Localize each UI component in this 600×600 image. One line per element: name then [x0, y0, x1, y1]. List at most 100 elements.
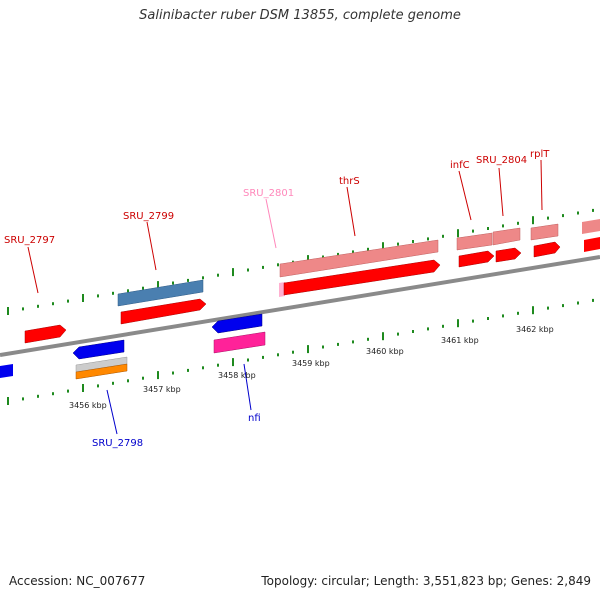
minor-tick	[517, 221, 519, 225]
feature-infc-cds[interactable]	[458, 250, 495, 268]
minor-tick	[37, 394, 39, 398]
scale-label: 3462 kbp	[516, 325, 554, 334]
leader-sru2804	[498, 167, 504, 217]
map-title: Salinibacter ruber DSM 13855, complete g…	[139, 8, 461, 23]
scale-label: 3461 kbp	[441, 336, 479, 345]
label-infc: infC	[450, 160, 470, 171]
label-nfi: nfi	[248, 413, 261, 424]
major-tick	[232, 268, 234, 277]
feature-rplt-cds[interactable]	[533, 241, 561, 258]
minor-tick	[502, 224, 504, 228]
minor-tick	[262, 355, 264, 359]
feature-nfi-cds[interactable]	[211, 313, 263, 334]
feature-sru2798-orange[interactable]	[75, 363, 128, 380]
feature-sru2797-cds[interactable]	[24, 324, 67, 344]
minor-tick	[202, 366, 204, 370]
accession-text: Accession: NC_007677	[9, 574, 146, 588]
minor-tick	[472, 319, 474, 323]
major-tick	[7, 307, 9, 315]
minor-tick	[142, 286, 144, 290]
leader-infc	[458, 170, 472, 221]
feature-rplt-gene[interactable]	[530, 223, 559, 241]
lower-tick-row	[7, 298, 594, 405]
major-tick	[232, 358, 234, 367]
feature-sru2799-misc[interactable]	[117, 279, 204, 307]
minor-tick	[217, 363, 219, 367]
minor-tick	[217, 273, 219, 277]
minor-tick	[472, 229, 474, 233]
minor-tick	[247, 268, 249, 272]
minor-tick	[367, 247, 369, 251]
scale-label: 3460 kbp	[366, 347, 404, 356]
label-leader-lines	[27, 159, 543, 435]
feature-edge-gene[interactable]	[582, 219, 600, 234]
reverse-features	[0, 313, 266, 380]
minor-tick	[22, 307, 24, 311]
feature-infc-gene[interactable]	[456, 232, 493, 251]
major-tick	[82, 294, 84, 302]
genome-summary-text: Topology: circular; Length: 3,551,823 bp…	[261, 574, 591, 588]
feature-edge-left-reverse[interactable]	[0, 364, 13, 378]
major-tick	[157, 371, 159, 380]
feature-sru2798-cds[interactable]	[72, 339, 125, 360]
minor-tick	[592, 208, 594, 212]
minor-tick	[97, 294, 99, 298]
minor-tick	[577, 301, 579, 305]
minor-tick	[502, 314, 504, 318]
label-rplt: rplT	[530, 149, 550, 160]
minor-tick	[22, 397, 24, 401]
minor-tick	[112, 291, 114, 295]
leader-nfi	[243, 363, 252, 411]
minor-tick	[262, 265, 264, 269]
major-tick	[457, 319, 459, 328]
minor-tick	[337, 342, 339, 346]
scale-label: 3456 kbp	[69, 401, 107, 410]
major-tick	[382, 242, 384, 251]
leader-sru2799	[146, 221, 157, 271]
scale-label: 3457 kbp	[143, 385, 181, 394]
minor-tick	[127, 379, 129, 383]
minor-tick	[37, 304, 39, 308]
minor-tick	[427, 237, 429, 241]
minor-tick	[412, 330, 414, 333]
minor-tick	[367, 337, 369, 341]
leader-thrs	[346, 186, 356, 237]
major-tick	[307, 345, 309, 354]
minor-tick	[127, 289, 129, 293]
minor-tick	[427, 327, 429, 331]
minor-tick	[247, 358, 249, 362]
feature-sru2801-pseudo[interactable]	[279, 282, 285, 297]
major-tick	[157, 281, 159, 290]
minor-tick	[547, 216, 549, 220]
label-sru2797: SRU_2797	[4, 235, 55, 246]
minor-tick	[322, 345, 324, 349]
major-tick	[82, 384, 84, 392]
leader-sru2797	[27, 246, 39, 294]
minor-tick	[142, 376, 144, 380]
feature-sru2804-cds[interactable]	[495, 247, 522, 263]
major-tick	[532, 216, 534, 225]
feature-thrs-cds[interactable]	[283, 259, 441, 296]
major-tick	[532, 306, 534, 315]
major-tick	[457, 229, 459, 238]
minor-tick	[52, 392, 54, 396]
feature-edge-cds[interactable]	[584, 237, 600, 252]
feature-nfi-gene[interactable]	[213, 331, 266, 354]
label-sru2798: SRU_2798	[92, 438, 143, 449]
feature-thrs-gene[interactable]	[279, 239, 439, 278]
minor-tick	[547, 306, 549, 310]
feature-sru2799-cds[interactable]	[120, 298, 207, 325]
minor-tick	[67, 389, 69, 393]
major-tick	[307, 255, 309, 264]
minor-tick	[67, 299, 69, 303]
feature-sru2804-gene[interactable]	[492, 227, 521, 246]
minor-tick	[442, 324, 444, 328]
minor-tick	[322, 255, 324, 259]
minor-tick	[202, 276, 204, 280]
minor-tick	[562, 304, 564, 308]
scale-labels: 3456 kbp 3457 kbp 3458 kbp 3459 kbp 3460…	[69, 325, 554, 410]
minor-tick	[517, 311, 519, 315]
minor-tick	[97, 384, 99, 388]
major-tick	[7, 397, 9, 405]
